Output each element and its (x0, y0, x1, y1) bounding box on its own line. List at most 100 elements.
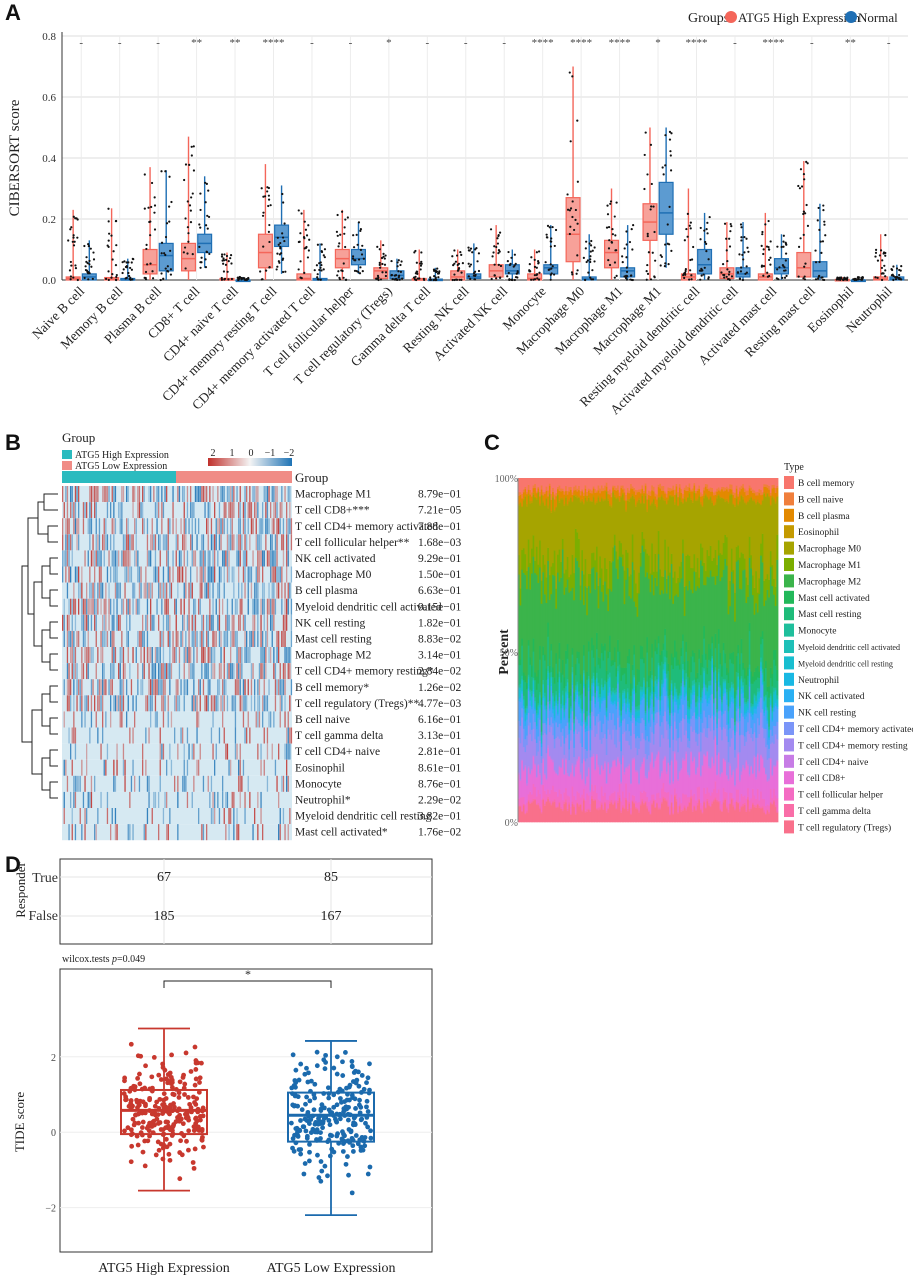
panel-b-cell (86, 582, 88, 599)
panel-a-point (615, 274, 618, 277)
panel-b-cell (172, 566, 174, 583)
panel-b-cell (228, 808, 230, 825)
panel-a-point (67, 239, 70, 242)
panel-b-cell (270, 502, 272, 519)
panel-b-cell (169, 679, 171, 696)
panel-a-point (576, 119, 579, 122)
panel-c-stack-segment (657, 486, 660, 497)
panel-a-point (766, 271, 769, 274)
panel-c-stack-segment (568, 729, 571, 734)
panel-a-point (585, 260, 588, 264)
panel-c-stack-segment (617, 639, 620, 652)
panel-a-point (723, 273, 726, 277)
panel-c-stack-segment (570, 813, 573, 816)
panel-c-stack-segment (597, 722, 600, 765)
panel-c-stack-segment (665, 799, 668, 802)
panel-c-stack-segment (654, 639, 657, 652)
panel-a-point (762, 274, 765, 277)
panel-b-cell (159, 663, 161, 680)
panel-a-point (489, 228, 493, 231)
panel-a-point (688, 224, 691, 227)
panel-a-point (454, 260, 458, 263)
panel-a-signif-label: **** (762, 37, 784, 49)
panel-c-stack-segment (599, 809, 602, 823)
panel-b-cell (260, 630, 262, 647)
panel-a-point (200, 256, 203, 259)
panel-c-stack-segment (555, 652, 558, 664)
panel-b-cell (226, 598, 229, 615)
panel-b-cell (274, 663, 277, 680)
panel-b-cell (278, 630, 280, 647)
panel-c-stack-segment (594, 589, 597, 667)
panel-a-point (129, 276, 132, 279)
panel-c-stack-segment (661, 494, 664, 497)
panel-a-point (344, 278, 348, 282)
panel-a-point (538, 271, 541, 274)
panel-b-cell (236, 647, 238, 664)
panel-b-cell (242, 614, 245, 631)
panel-c-stack-segment (550, 803, 553, 806)
panel-c-stack-segment (527, 725, 530, 767)
panel-b-cell (242, 518, 245, 535)
panel-a-point (891, 268, 894, 272)
panel-c-stack-segment (587, 641, 590, 652)
panel-c-stack-segment (571, 492, 574, 496)
panel-b-cell (114, 550, 117, 567)
panel-b-cell (289, 518, 291, 535)
panel-a-point (725, 275, 728, 278)
panel-c-stack-segment (687, 747, 690, 773)
panel-c-stack-segment (576, 488, 579, 492)
panel-a-point (453, 262, 456, 265)
panel-a-point (548, 268, 551, 271)
panel-c-stack-segment (594, 492, 597, 503)
panel-b-cell (196, 727, 198, 744)
panel-c-stack-segment (522, 478, 525, 490)
panel-c-stack-segment (544, 692, 547, 697)
panel-a-point (343, 226, 346, 229)
panel-b-cell (116, 759, 118, 776)
panel-c-stack-segment (576, 758, 579, 762)
panel-c-stack-segment (529, 699, 532, 701)
panel-a-point (625, 275, 629, 278)
panel-a-point (805, 203, 808, 207)
panel-c-stack-segment (553, 683, 556, 702)
panel-a-point (593, 260, 596, 263)
panel-b-cell (265, 534, 267, 551)
panel-b-cell (194, 518, 197, 535)
panel-c-stack-segment (657, 807, 660, 810)
panel-b-cell (186, 550, 189, 567)
panel-c-stack-segment (644, 714, 647, 724)
panel-b-cell (68, 630, 70, 647)
panel-b-cell (223, 582, 225, 599)
panel-c-stack-segment (558, 490, 561, 501)
panel-b-legend-low-swatch (62, 461, 72, 470)
panel-c-stack-segment (529, 772, 532, 775)
panel-a-point (644, 131, 647, 134)
panel-c-stack-segment (553, 550, 556, 577)
panel-b-cell (202, 630, 205, 647)
panel-c-stack-segment (657, 643, 660, 663)
panel-c-stack-segment (604, 500, 607, 559)
panel-c-stack-segment (683, 760, 686, 795)
panel-c-stack-segment (678, 497, 681, 567)
panel-c-stack-segment (638, 709, 641, 711)
panel-c-stack-segment (626, 703, 629, 708)
panel-c-stack-segment (597, 809, 600, 823)
panel-c-stack-segment (555, 496, 558, 507)
panel-b-cell (202, 647, 205, 664)
panel-a-point (204, 201, 207, 204)
panel-c-stack-segment (609, 635, 612, 653)
panel-c-stack-segment (690, 708, 693, 719)
panel-b-cell (159, 775, 161, 792)
panel-b-pvalue: 7.88e−01 (418, 521, 461, 533)
panel-b-cell (122, 647, 125, 664)
panel-b-cell (71, 550, 73, 567)
panel-b-cell (183, 743, 185, 760)
panel-a-point (776, 268, 779, 271)
panel-a-point (745, 237, 748, 240)
panel-c-stack-segment (670, 694, 673, 714)
panel-a-point (667, 262, 670, 266)
panel-c-stack-segment (535, 689, 538, 710)
panel-c-stack-segment (553, 677, 556, 684)
panel-b-cell (166, 791, 168, 808)
